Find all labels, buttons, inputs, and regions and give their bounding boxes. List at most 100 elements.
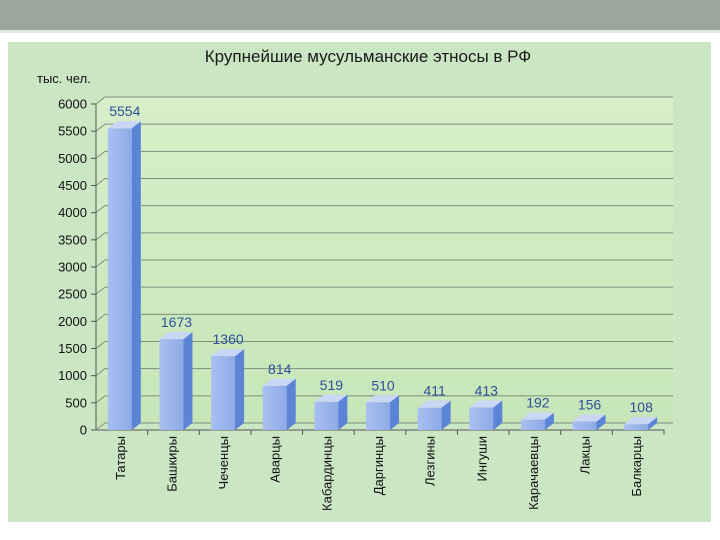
bar-top — [211, 349, 245, 357]
x-tick-label: Кабардинцы — [319, 436, 334, 511]
gridlines — [95, 96, 673, 431]
gridline — [95, 286, 673, 295]
bar-front — [520, 419, 545, 430]
bar-side — [441, 400, 451, 430]
gridline — [95, 395, 673, 404]
gridline — [95, 96, 673, 105]
y-tick-label: 500 — [65, 395, 87, 410]
bar-front — [624, 424, 649, 430]
data-labels: 5554 1673 1360 814 519 510 411 413 192 156 108 — [109, 103, 653, 415]
bar-chart: 0 500 1000 1500 2000 2500 3000 3500 4000 4500 5000… — [37, 47, 673, 511]
bar — [211, 349, 245, 430]
y-axis-unit-label: тыс. чел. — [37, 71, 91, 86]
x-tick-label: Лезгины — [423, 436, 438, 486]
bar — [262, 378, 296, 430]
bar-front — [572, 421, 597, 430]
x-tick-label: Татары — [113, 436, 128, 480]
data-label: 156 — [578, 397, 602, 413]
gridline — [95, 205, 673, 214]
bar-side — [390, 395, 399, 430]
plot-background — [96, 97, 673, 430]
bar-side — [235, 349, 245, 430]
top-divider — [0, 30, 720, 33]
bar-top — [520, 412, 554, 420]
bar-top — [107, 121, 141, 129]
x-tick-label: Даргинцы — [371, 436, 386, 495]
y-tick-label: 5000 — [58, 151, 87, 166]
y-tick-label: 4500 — [58, 178, 87, 193]
bar-side — [596, 414, 606, 430]
bar-front — [262, 385, 287, 430]
y-tick-label: 6000 — [58, 97, 87, 112]
data-label: 192 — [526, 395, 550, 411]
bar-top — [314, 394, 348, 402]
data-label: 5554 — [109, 103, 140, 119]
data-label: 1360 — [213, 331, 244, 347]
y-axis-ticks: 0 500 1000 1500 2000 2500 3000 3500 4000 4500 5000… — [58, 97, 96, 438]
gridline — [95, 259, 673, 268]
gridline — [95, 150, 673, 159]
x-tick-label: Башкиры — [164, 436, 179, 492]
gridline — [95, 232, 673, 241]
y-tick-label: 5500 — [58, 124, 87, 139]
data-label: 519 — [320, 377, 344, 393]
data-label: 1673 — [161, 314, 192, 330]
data-label: 411 — [423, 383, 446, 399]
bar — [469, 400, 503, 430]
data-label: 413 — [475, 383, 499, 399]
back-wall — [96, 97, 673, 430]
bar-top — [469, 400, 503, 408]
bar-front — [417, 407, 442, 430]
x-axis-ticks: Татары Башкиры Чеченцы Аварцы Кабардинцы Дарг… — [113, 430, 665, 511]
bar — [314, 394, 348, 430]
top-bar — [0, 0, 720, 30]
bar — [107, 121, 141, 430]
bar-side — [131, 121, 141, 430]
chart-panel: 0 500 1000 1500 2000 2500 3000 3500 4000 4500 5000… — [8, 42, 711, 522]
data-label: 108 — [630, 399, 654, 415]
gridline — [95, 178, 673, 186]
bar-front — [366, 402, 390, 430]
bar-side — [183, 332, 193, 430]
y-tick-label: 3000 — [58, 260, 87, 275]
bar-side — [338, 394, 348, 430]
y-tick-label: 1000 — [58, 368, 87, 383]
gridline — [95, 341, 673, 349]
x-tick-label: Карачаевцы — [526, 436, 541, 510]
bar-front — [469, 407, 494, 430]
bar — [159, 332, 193, 430]
bar-top — [366, 395, 399, 403]
y-tick-label: 2500 — [58, 287, 87, 302]
y-tick-label: 3500 — [58, 232, 87, 247]
x-tick-label: Лакцы — [578, 436, 593, 474]
x-tick-label: Балкарцы — [629, 436, 644, 497]
y-tick-label: 1500 — [58, 341, 87, 356]
bar — [520, 412, 554, 430]
gridline — [95, 313, 673, 322]
bar-side — [493, 400, 503, 430]
bar — [572, 414, 606, 430]
bar-top — [262, 378, 296, 386]
bar-front — [159, 339, 184, 430]
bar — [417, 400, 451, 430]
bar-side — [286, 378, 296, 430]
chart-title: Крупнейшие мусульманские этносы в РФ — [205, 47, 531, 66]
x-tick-label: Чеченцы — [216, 436, 231, 489]
bars — [107, 121, 658, 430]
bar-top — [159, 332, 193, 340]
bar-side — [544, 412, 554, 430]
x-tick-label: Аварцы — [268, 436, 283, 483]
data-label: 510 — [371, 377, 395, 393]
bar — [624, 417, 658, 430]
y-tick-label: 0 — [80, 423, 87, 438]
y-tick-label: 2000 — [58, 314, 87, 329]
data-label: 814 — [268, 361, 292, 377]
bar-front — [314, 401, 339, 430]
gridline — [95, 123, 673, 132]
y-tick-label: 4000 — [58, 205, 87, 220]
bar-front — [107, 128, 132, 430]
bar-front — [211, 356, 236, 430]
bar-side — [648, 417, 658, 430]
bar — [366, 395, 399, 430]
bar-top — [624, 417, 658, 425]
